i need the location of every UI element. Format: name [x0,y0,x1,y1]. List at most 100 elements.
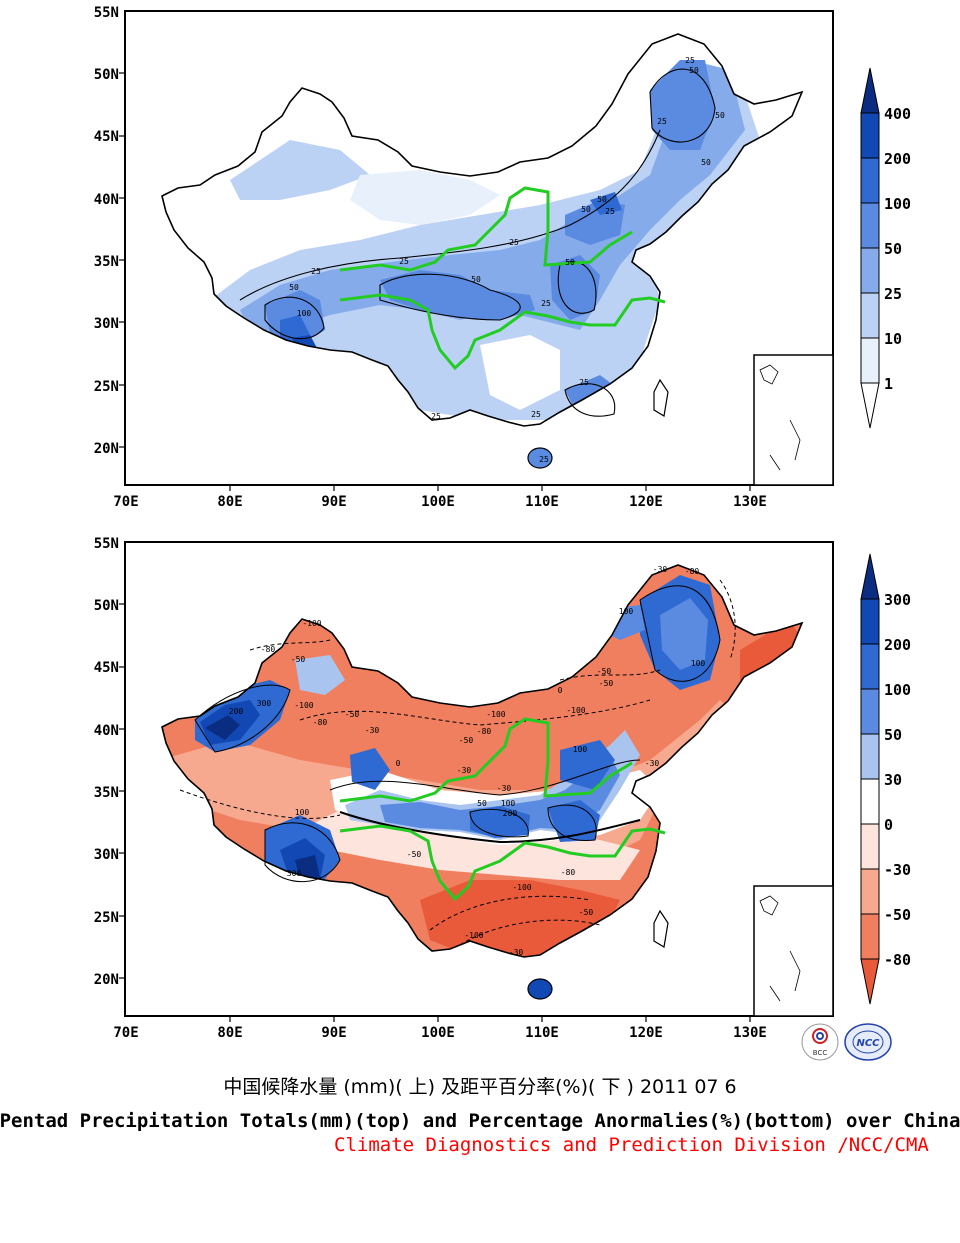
cb-label: -50 [884,906,911,924]
contour-label: 50 [689,66,699,75]
contour-label: -50 [459,736,474,745]
y-tick: 55N [94,5,119,21]
x-tick: 80E [217,1025,242,1041]
cb-label: 400 [884,105,911,123]
contour-label: 100 [691,659,706,668]
english-caption: Pentad Precipitation Totals(mm)(top) and… [0,1110,960,1132]
x-tick: 120E [629,494,663,510]
top-colorbar-labels: 400 200 100 50 25 10 1 [884,105,911,393]
top-colorbar [860,67,880,429]
bottom-tick-marks [119,603,751,1022]
y-tick: 45N [94,129,119,145]
contour-label: 300 [287,869,302,878]
top-contour-labels: 25 50 25 50 25 50 25 50 25 50 25 50 25 5… [289,56,725,464]
y-tick: 20N [94,441,119,457]
contour-label: -30 [457,766,472,775]
contour-label: -50 [291,655,306,664]
contour-label: -80 [685,567,700,576]
contour-label: 25 [431,412,441,421]
contour-label: -30 [365,726,380,735]
x-tick: 90E [321,1025,346,1041]
contour-label: -80 [561,868,576,877]
top-x-axis: 70E 80E 90E 100E 110E 120E 130E [113,494,767,510]
bcc-logo-text: BCC [813,1049,828,1057]
bottom-colorbar [860,553,880,1005]
x-tick: 120E [629,1025,663,1041]
contour-label: 25 [509,238,519,247]
contour-label: 200 [229,707,244,716]
x-tick: 130E [733,1025,767,1041]
contour-label: -100 [302,619,321,628]
cb-label: 300 [884,591,911,609]
contour-label: 25 [657,117,667,126]
contour-label: 25 [539,455,549,464]
contour-label: 25 [605,207,615,216]
contour-label: -80 [313,718,328,727]
contour-label: -100 [464,931,483,940]
cb-label: -30 [884,861,911,879]
chinese-caption: 中国候降水量 (mm)( 上) 及距平百分率(%)( 下 ) 2011 07 6 [223,1076,737,1098]
contour-label: -100 [486,710,505,719]
contour-label: 50 [477,799,487,808]
contour-label: 300 [257,699,272,708]
x-tick: 90E [321,494,346,510]
cb-label: 10 [884,330,902,348]
cb-label: 1 [884,375,893,393]
cb-label: 100 [884,681,911,699]
contour-label: 100 [297,309,312,318]
contour-label: 0 [396,759,401,768]
top-precip-shading [210,60,760,420]
y-tick: 20N [94,972,119,988]
cb-label: 25 [884,285,902,303]
x-tick: 70E [113,494,138,510]
contour-label: 25 [579,378,589,387]
bottom-anomaly-shading [162,575,802,957]
y-tick: 30N [94,847,119,863]
contour-label: -80 [477,727,492,736]
contour-label: 100 [573,745,588,754]
y-tick: 25N [94,910,119,926]
y-tick: 35N [94,785,119,801]
contour-label: -80 [261,645,276,654]
cb-label: 0 [884,816,893,834]
contour-label: 100 [295,808,310,817]
contour-label: -50 [597,667,612,676]
rivers-bottom [339,717,666,902]
bottom-scs-inset [753,885,833,1016]
cb-label: 200 [884,636,911,654]
x-tick: 110E [525,1025,559,1041]
contour-label: 50 [715,111,725,120]
contour-label: 0 [558,686,563,695]
contour-label: 25 [311,267,321,276]
bottom-x-axis: 70E 80E 90E 100E 110E 120E 130E [113,1025,767,1041]
rivers [339,186,666,371]
top-tick-marks [119,72,751,491]
x-tick: 70E [113,1025,138,1041]
contour-label: 50 [471,275,481,284]
contour-label: 100 [619,607,634,616]
contour-label: 50 [565,258,575,267]
y-tick: 35N [94,254,119,270]
contour-label: -30 [509,948,524,957]
y-tick: 25N [94,379,119,395]
cb-label: 50 [884,726,902,744]
contour-label: 25 [399,257,409,266]
contour-label: -30 [653,565,668,574]
y-tick: 50N [94,67,119,83]
ncc-logo-text: NCC [856,1038,880,1049]
contour-label: 100 [501,799,516,808]
contour-label: -50 [599,679,614,688]
contour-label: -50 [407,850,422,859]
contour-label: -30 [645,759,660,768]
contour-label: -50 [345,710,360,719]
contour-label: 50 [581,205,591,214]
bcc-logo: BCC [801,1023,839,1061]
contour-label: 50 [289,283,299,292]
contour-label: -100 [294,701,313,710]
x-tick: 100E [421,1025,455,1041]
cb-label: 50 [884,240,902,258]
credit-caption: Climate Diagnostics and Prediction Divis… [334,1134,929,1156]
y-tick: 40N [94,192,119,208]
y-tick: 40N [94,723,119,739]
